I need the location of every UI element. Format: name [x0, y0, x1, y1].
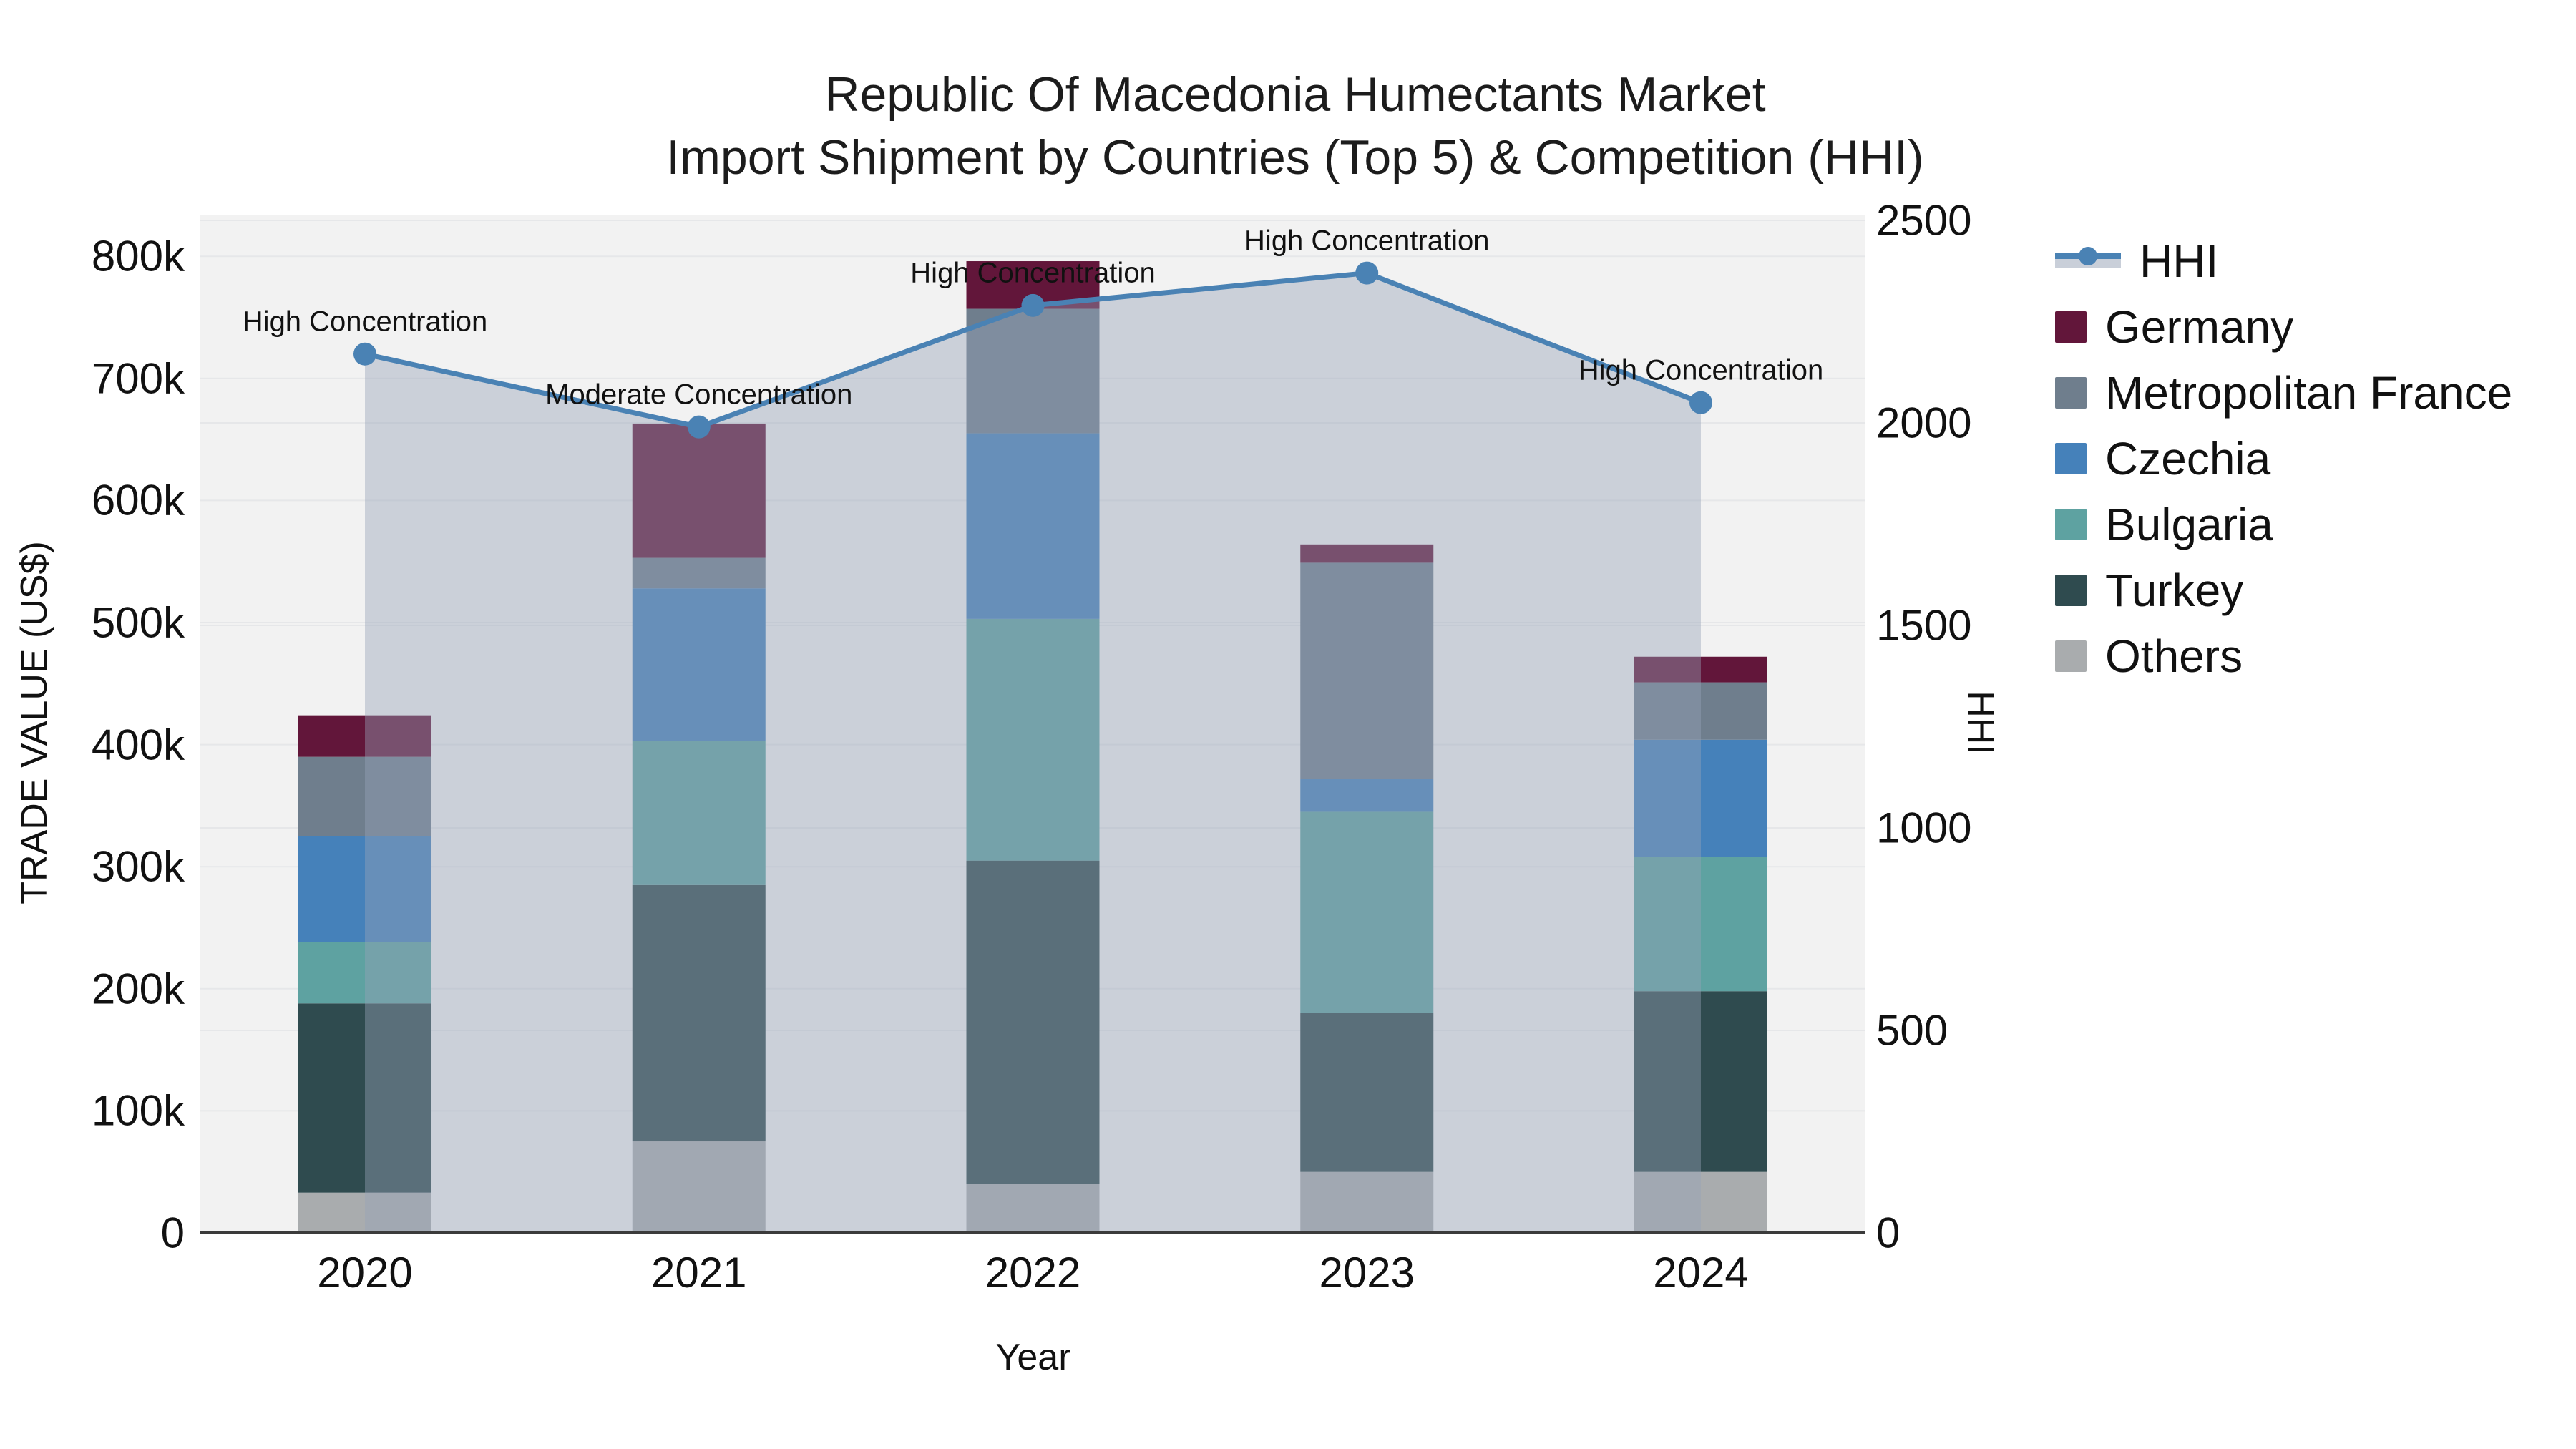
- legend: HHI Germany Metropolitan France Czechia Bulg…: [2055, 235, 2512, 682]
- bar-segment-czechia-2024[interactable]: [1634, 739, 1767, 857]
- y-tick-label-left-300k: 300k: [91, 842, 185, 891]
- bar-segment-metropolitan-france-2022[interactable]: [966, 308, 1100, 434]
- hhi-marker-2020[interactable]: [353, 342, 376, 366]
- hhi-marker-2021[interactable]: [687, 415, 711, 439]
- hhi-marker-2024[interactable]: [1689, 391, 1712, 414]
- bar-segment-bulgaria-2023[interactable]: [1300, 811, 1434, 1013]
- y-tick-label-left-700k: 700k: [91, 354, 185, 403]
- legend-label-others: Others: [2105, 630, 2243, 682]
- legend-item-turkey[interactable]: Turkey: [2055, 565, 2512, 616]
- bar-segment-turkey-2024[interactable]: [1634, 991, 1767, 1172]
- y-tick-label-right-1000: 1000: [1876, 804, 1972, 852]
- chart-title-line1: Republic Of Macedonia Humectants Market: [824, 67, 1766, 122]
- annotation-2024: High Concentration: [1578, 354, 1824, 386]
- hhi-marker-2023[interactable]: [1355, 261, 1379, 285]
- bar-segment-others-2024[interactable]: [1634, 1171, 1767, 1233]
- annotation-2021: Moderate Concentration: [545, 379, 853, 411]
- chart-title: Republic Of Macedonia Humectants Market …: [666, 63, 1923, 189]
- y-tick-label-left-800k: 800k: [91, 232, 185, 280]
- bar-segment-others-2020[interactable]: [298, 1192, 431, 1233]
- y-tick-label-left-100k: 100k: [91, 1086, 185, 1135]
- y-axis-title-left: TRADE VALUE (US$): [14, 541, 55, 904]
- bar-segment-turkey-2021[interactable]: [632, 884, 766, 1142]
- legend-label-czechia: Czechia: [2105, 433, 2271, 484]
- hhi-marker-2022[interactable]: [1021, 293, 1045, 317]
- bar-segment-metropolitan-france-2021[interactable]: [632, 557, 766, 589]
- bar-segment-turkey-2023[interactable]: [1300, 1013, 1434, 1172]
- bar-segment-czechia-2021[interactable]: [632, 588, 766, 741]
- x-tick-label-2020: 2020: [317, 1249, 413, 1297]
- bar-segment-turkey-2020[interactable]: [298, 1003, 431, 1193]
- bar-segment-metropolitan-france-2024[interactable]: [1634, 682, 1767, 740]
- legend-label-germany: Germany: [2105, 301, 2294, 353]
- annotation-2020: High Concentration: [242, 306, 488, 338]
- x-tick-label-2022: 2022: [985, 1249, 1081, 1297]
- y-tick-label-left-500k: 500k: [91, 598, 185, 647]
- x-tick-label-2024: 2024: [1653, 1249, 1749, 1297]
- annotation-2023: High Concentration: [1244, 225, 1490, 257]
- annotation-2022: High Concentration: [910, 257, 1156, 289]
- bar-segment-metropolitan-france-2020[interactable]: [298, 756, 431, 836]
- x-tick-label-2023: 2023: [1319, 1249, 1415, 1297]
- bar-segment-others-2021[interactable]: [632, 1141, 766, 1233]
- hhi-area-fill: [365, 273, 1701, 1234]
- y-tick-label-right-500: 500: [1876, 1006, 1948, 1055]
- x-tick-label-2021: 2021: [651, 1249, 747, 1297]
- bar-segment-bulgaria-2024[interactable]: [1634, 857, 1767, 992]
- legend-swatch-turkey: [2055, 575, 2087, 606]
- legend-item-czechia[interactable]: Czechia: [2055, 433, 2512, 484]
- legend-label-hhi: HHI: [2140, 235, 2219, 287]
- bar-segment-others-2022[interactable]: [966, 1184, 1100, 1233]
- bar-segment-germany-2023[interactable]: [1300, 544, 1434, 563]
- chart-title-line2: Import Shipment by Countries (Top 5) & C…: [666, 130, 1924, 185]
- legend-swatch-metropolitan-france: [2055, 377, 2087, 409]
- y-tick-label-right-2000: 2000: [1876, 399, 1972, 447]
- bar-segment-czechia-2023[interactable]: [1300, 779, 1434, 812]
- legend-swatch-bulgaria: [2055, 509, 2087, 540]
- legend-swatch-others: [2055, 640, 2087, 672]
- bar-segment-germany-2021[interactable]: [632, 423, 766, 558]
- legend-item-hhi[interactable]: HHI: [2055, 235, 2512, 287]
- bar-segment-turkey-2022[interactable]: [966, 860, 1100, 1184]
- bar-segment-bulgaria-2022[interactable]: [966, 618, 1100, 861]
- legend-swatch-germany: [2055, 311, 2087, 343]
- bar-segment-germany-2024[interactable]: [1634, 656, 1767, 683]
- bars: [298, 261, 1767, 1233]
- legend-label-bulgaria: Bulgaria: [2105, 499, 2273, 550]
- legend-item-germany[interactable]: Germany: [2055, 301, 2512, 353]
- bar-segment-others-2023[interactable]: [1300, 1171, 1434, 1233]
- hhi-marker-sample: [2079, 247, 2097, 265]
- y-tick-label-left-600k: 600k: [91, 476, 185, 525]
- bar-segment-bulgaria-2021[interactable]: [632, 741, 766, 885]
- y-tick-label-right-0: 0: [1876, 1209, 1901, 1257]
- y-tick-label-left-0: 0: [160, 1209, 185, 1257]
- y-tick-label-left-200k: 200k: [91, 965, 185, 1013]
- y-tick-label-left-400k: 400k: [91, 721, 185, 769]
- hhi-line-sample-icon: [2055, 245, 2121, 277]
- legend-item-metropolitan-france[interactable]: Metropolitan France: [2055, 367, 2512, 419]
- legend-swatch-czechia: [2055, 443, 2087, 474]
- bar-segment-germany-2020[interactable]: [298, 715, 431, 757]
- bar-segment-bulgaria-2020[interactable]: [298, 942, 431, 1004]
- y-axis-title-right: HHI: [1960, 691, 2001, 755]
- x-axis-title: Year: [995, 1337, 1071, 1378]
- bar-segment-czechia-2022[interactable]: [966, 433, 1100, 619]
- legend-label-metropolitan-france: Metropolitan France: [2105, 367, 2513, 419]
- legend-item-bulgaria[interactable]: Bulgaria: [2055, 499, 2512, 550]
- y-tick-label-right-1500: 1500: [1876, 601, 1972, 650]
- legend-item-others[interactable]: Others: [2055, 630, 2512, 682]
- y-tick-label-right-2500: 2500: [1876, 196, 1972, 245]
- legend-label-turkey: Turkey: [2105, 565, 2244, 616]
- bar-segment-metropolitan-france-2023[interactable]: [1300, 562, 1434, 779]
- bar-segment-czechia-2020[interactable]: [298, 836, 431, 942]
